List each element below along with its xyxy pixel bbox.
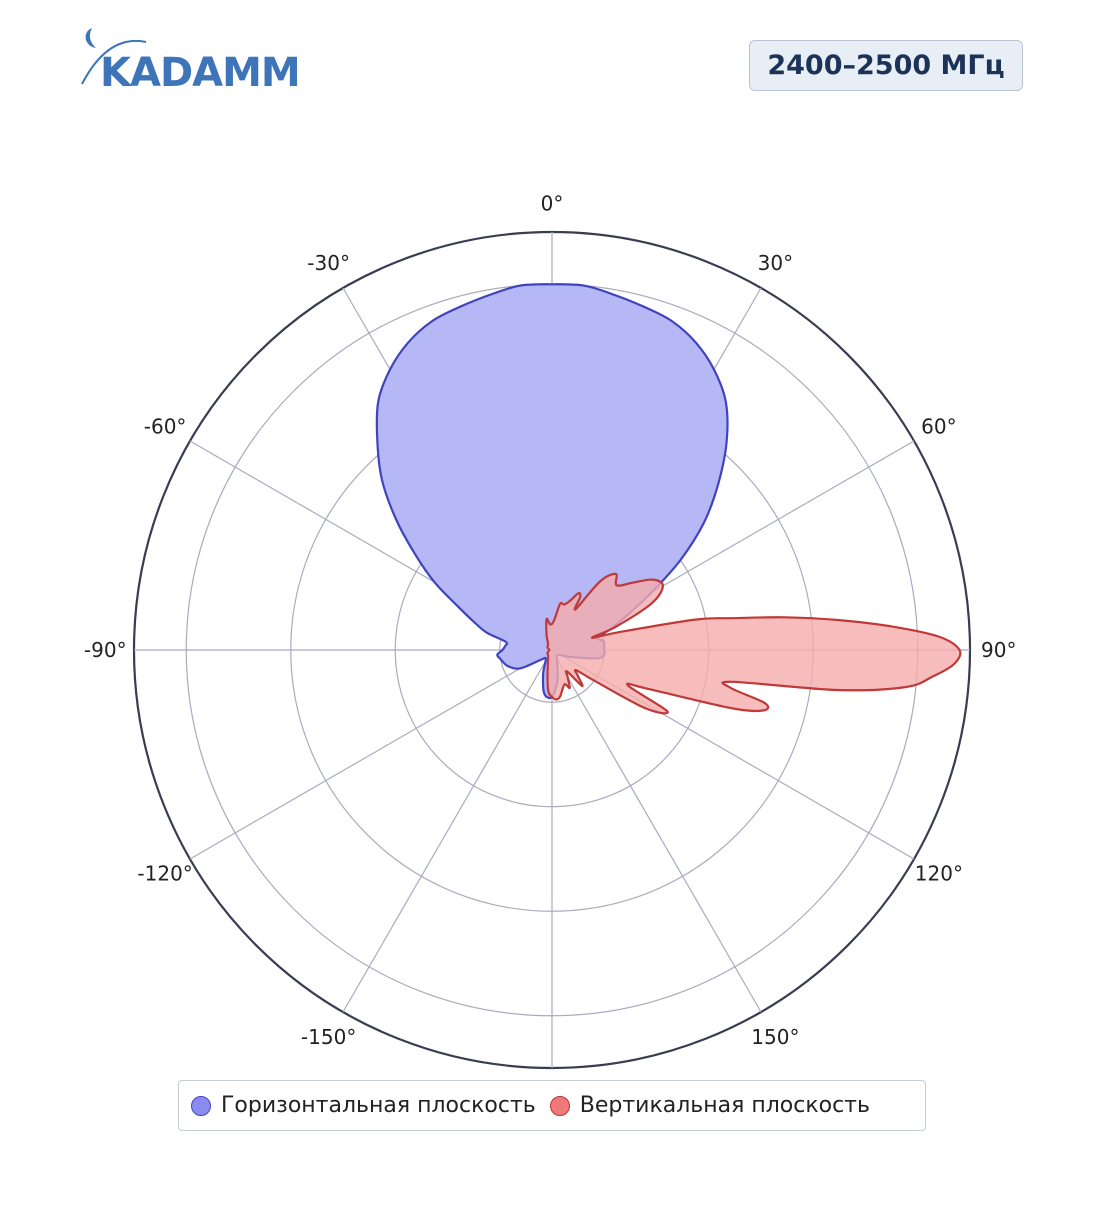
legend-item-vertical[interactable]: Вертикальная плоскость	[549, 1093, 870, 1118]
frequency-badge: 2400–2500 МГц	[749, 40, 1023, 91]
angle-tick-label-0: 0°	[541, 191, 564, 215]
angle-tick-label-90: 90°	[981, 638, 1016, 662]
series-vertical	[545, 572, 962, 715]
logo-swoosh	[81, 39, 147, 85]
legend-swatch-horizontal	[191, 1095, 211, 1116]
legend: Горизонтальная плоскость Вертикальная пл…	[178, 1080, 926, 1131]
angular-gridline-150	[551, 649, 762, 1013]
polar-series	[375, 283, 962, 715]
angle-tick-label-150: 150°	[751, 1025, 799, 1049]
angle-tick-label-m90: -90°	[84, 638, 127, 662]
logo-text: KADAMM	[100, 50, 298, 94]
angle-tick-label-m120: -120°	[137, 861, 192, 885]
angle-tick-labels: 0° 30° 60° 90° 120° 150° -150° -120° -90° -60° -30…	[84, 191, 1017, 1049]
angular-gridline-m120	[189, 649, 553, 860]
legend-item-horizontal[interactable]: Горизонтальная плоскость	[191, 1093, 536, 1118]
angle-tick-label-60: 60°	[921, 415, 956, 439]
legend-label-horizontal: Горизонтальная плоскость	[221, 1093, 536, 1118]
legend-swatch-vertical	[549, 1095, 570, 1116]
angle-tick-label-120: 120°	[915, 861, 963, 885]
angle-tick-label-m60: -60°	[144, 415, 187, 439]
angle-tick-label-m150: -150°	[301, 1025, 356, 1049]
angle-tick-label-30: 30°	[758, 251, 793, 275]
logo-drop	[85, 28, 96, 48]
angular-gridline-m150	[342, 649, 553, 1013]
frequency-badge-label: 2400–2500 МГц	[767, 50, 1005, 81]
legend-label-vertical: Вертикальная плоскость	[579, 1093, 870, 1118]
brand-logo: KADAMM	[81, 28, 298, 94]
angle-tick-label-m30: -30°	[307, 251, 350, 275]
